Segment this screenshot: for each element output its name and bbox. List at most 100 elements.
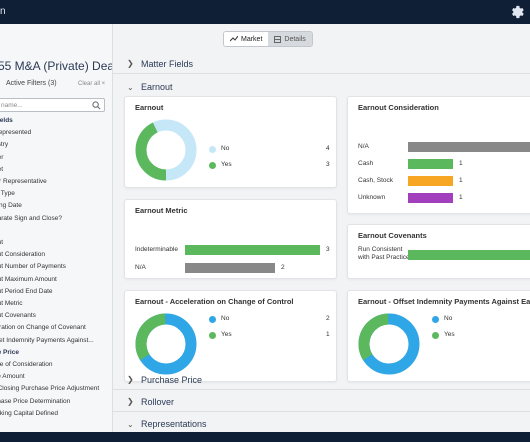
bar[interactable] xyxy=(408,142,530,152)
section-rollover[interactable]: ❯ Rollover xyxy=(113,392,530,412)
sidebar-field-item[interactable]: get xyxy=(0,165,4,173)
legend-value: 4 xyxy=(326,145,330,152)
search-placeholder: name... xyxy=(1,102,23,109)
sidebar-field-item[interactable]: ler Representative xyxy=(0,178,47,185)
search-icon xyxy=(92,101,101,110)
sidebar-field-item[interactable]: t Closing Purchase Price Adjustment xyxy=(0,385,100,393)
legend-label: No xyxy=(444,315,453,322)
main-content: Market Details ❯ Matter Fields ⌄ Earnout… xyxy=(113,24,530,432)
sidebar-field-item[interactable]: se Amount xyxy=(0,373,25,381)
bar-category-label: Run Consistent with Past Practice xyxy=(358,246,410,261)
sidebar-field-item[interactable]: leration on Change of Covenant xyxy=(0,324,86,332)
details-tab-label: Details xyxy=(284,35,306,43)
sidebar-field-item[interactable]: out Period End Date xyxy=(0,287,53,295)
bar[interactable] xyxy=(185,263,275,273)
sidebar-field-item[interactable]: ure of Consideration xyxy=(0,361,53,368)
section-purchase-price[interactable]: ❯ Purchase Price xyxy=(113,370,530,390)
sidebar-field-item[interactable]: chase Price Determination xyxy=(0,397,71,405)
section-title: Purchase Price xyxy=(141,374,203,385)
card-title: Earnout Consideration xyxy=(358,103,439,112)
section-title: Matter Fields xyxy=(141,58,194,69)
field-search-input[interactable]: name... xyxy=(0,98,105,112)
bar-value-label: 2 xyxy=(281,264,285,271)
acceleration-donut-chart xyxy=(135,313,197,375)
table-icon xyxy=(274,35,282,43)
sidebar-field-item[interactable]: parate Sign and Close? xyxy=(0,214,62,222)
legend-swatch xyxy=(209,146,216,153)
section-title: Earnout xyxy=(141,82,173,92)
bar-category-label: Indeterminable xyxy=(135,246,178,253)
chevron-right-icon: ❯ xyxy=(127,397,134,406)
sidebar-field-item[interactable]: orking Capital Defined xyxy=(0,409,58,417)
card-acceleration: Earnout - Acceleration on Change of Cont… xyxy=(124,290,337,382)
bottom-strip xyxy=(0,432,530,442)
card-earnout-covenants: Earnout Covenants Run Consistent with Pa… xyxy=(347,224,530,279)
sidebar-field-item[interactable]: out Metric xyxy=(0,300,23,307)
card-earnout: Earnout No 4 Yes 3 xyxy=(124,96,337,188)
legend-swatch xyxy=(209,332,216,339)
details-tab[interactable]: Details xyxy=(268,32,312,46)
bar-category-label: Cash, Stock xyxy=(358,177,394,184)
section-earnout[interactable]: ⌄ Earnout xyxy=(113,77,530,97)
card-title: Earnout - Offset Indemnity Payments Agai… xyxy=(358,297,530,306)
bar-value-label: 3 xyxy=(326,246,330,253)
offset-donut-chart xyxy=(358,313,420,375)
sidebar-field-item[interactable]: ustry xyxy=(0,141,9,149)
sidebar-group-header: Fields xyxy=(0,117,13,124)
section-representations[interactable]: ⌄ Representations xyxy=(113,414,530,434)
bar-category-label: N/A xyxy=(358,143,369,150)
sidebar-field-item[interactable]: out Number of Payments xyxy=(0,263,66,271)
legend-swatch xyxy=(209,316,216,323)
card-title: Earnout Metric xyxy=(135,206,188,215)
deals-count-title: 55 M&A (Private) Deals xyxy=(0,59,113,73)
card-earnout-consideration: Earnout Consideration N/A Cash 1 Cash, Stoc… xyxy=(347,96,530,214)
filter-sidebar: 55 M&A (Private) Deals Active Filters (3… xyxy=(0,24,113,432)
earnout-donut-chart xyxy=(135,119,197,181)
bar-category-label: Cash xyxy=(358,160,374,167)
legend-value: 3 xyxy=(326,161,330,168)
chevron-right-icon: ❯ xyxy=(127,375,134,384)
sidebar-field-item[interactable]: out Maximum Amount xyxy=(0,275,57,283)
bar-value-label: 1 xyxy=(459,194,463,201)
legend-label: Yes xyxy=(444,331,455,338)
card-title: Earnout xyxy=(135,103,164,112)
bar[interactable] xyxy=(408,176,453,186)
gear-icon[interactable] xyxy=(510,5,524,19)
legend-swatch xyxy=(432,332,439,339)
legend-swatch xyxy=(432,316,439,323)
market-tab-label: Market xyxy=(241,35,263,43)
sidebar-field-item[interactable]: out Covenants xyxy=(0,312,36,320)
sidebar-field-item[interactable]: ner xyxy=(0,153,4,161)
section-title: Representations xyxy=(141,419,207,429)
bar[interactable] xyxy=(408,159,453,169)
bar-value-label: 1 xyxy=(459,160,463,167)
donut-slice-yes[interactable] xyxy=(135,119,197,181)
bar[interactable] xyxy=(408,250,530,260)
clear-all-link[interactable]: Clear all × xyxy=(78,81,106,87)
bar-category-label: N/A xyxy=(135,264,146,271)
legend-label: No xyxy=(221,315,230,322)
trend-icon xyxy=(230,36,238,42)
legend-label: Yes xyxy=(221,331,232,338)
sidebar-field-item[interactable]: al Type xyxy=(0,190,15,198)
card-title: Earnout - Acceleration on Change of Cont… xyxy=(135,297,294,306)
section-matter-fields[interactable]: ❯ Matter Fields xyxy=(113,54,530,74)
active-filters-label: Active Filters (3) xyxy=(6,80,57,87)
card-title: Earnout Covenants xyxy=(358,231,427,240)
bar-value-label: 1 xyxy=(459,177,463,184)
app-brand: n xyxy=(0,6,6,17)
bar-category-label: Unknown xyxy=(358,194,386,201)
top-bar: n xyxy=(0,0,530,24)
sidebar-field-item[interactable]: ning Date xyxy=(0,202,22,210)
bar[interactable] xyxy=(408,193,453,203)
sidebar-field-item[interactable]: fset Indemnity Payments Against... xyxy=(0,336,94,344)
sidebar-field-item[interactable]: Represented xyxy=(0,129,32,137)
bar[interactable] xyxy=(185,245,320,255)
legend-value: 1 xyxy=(326,331,330,338)
market-tab[interactable]: Market xyxy=(224,32,269,46)
card-offset-indemnity: Earnout - Offset Indemnity Payments Agai… xyxy=(347,290,530,382)
sidebar-field-item[interactable]: out Consideration xyxy=(0,251,45,259)
legend-label: Yes xyxy=(221,161,232,168)
view-toggle: Market Details xyxy=(223,31,313,47)
sidebar-field-item[interactable]: out xyxy=(0,239,4,246)
